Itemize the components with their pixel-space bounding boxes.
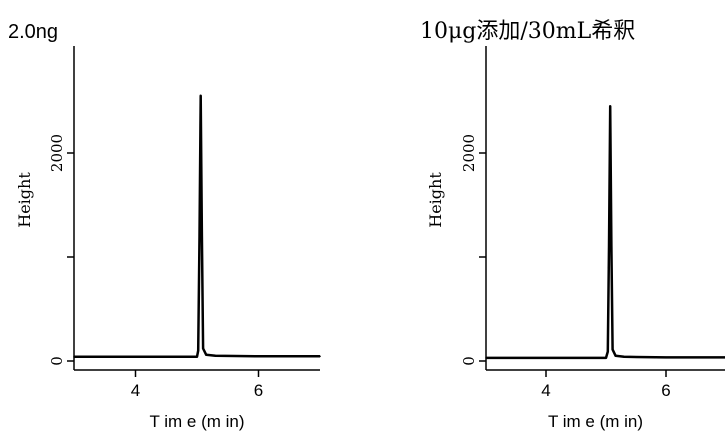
y-tick-label: 0 (460, 356, 478, 366)
data-point (610, 245, 613, 248)
x-axis-label: T im e (m in) (149, 412, 244, 431)
data-point (205, 353, 208, 356)
series-line (486, 104, 725, 360)
data-point (485, 357, 487, 359)
y-tick-label: 0 (48, 356, 66, 366)
data-point (605, 357, 607, 359)
data-point (197, 349, 200, 352)
chart-title: 2.0ng (8, 21, 58, 43)
data-point (198, 235, 201, 237)
data-point (319, 355, 321, 358)
x-axis-label: T im e (m in) (548, 412, 643, 431)
y-tick-label: 2000 (460, 134, 478, 172)
data-point (134, 356, 137, 358)
data-point (196, 356, 198, 358)
y-axis-label: Height (426, 172, 445, 228)
data-point (201, 235, 203, 237)
data-point (199, 95, 202, 97)
x-tick-label: 6 (254, 381, 263, 400)
y-axis-label: Height (15, 172, 34, 228)
data-point (202, 347, 204, 350)
x-tick-label: 6 (661, 381, 670, 400)
chart-panel-right: 10μg添加/30mL希釈 0 2000 4 6 T im e (m in) Height (420, 19, 725, 431)
x-tick-label: 4 (131, 381, 140, 400)
data-point (608, 245, 610, 248)
y-tick-label: 2000 (48, 134, 66, 172)
data-point (257, 355, 260, 358)
data-point (214, 355, 217, 357)
x-tick-label: 4 (541, 381, 550, 400)
chart-panel-left: 2.0ng 0 2000 4 6 T im e (m in) Height (8, 21, 321, 431)
data-point (73, 356, 75, 358)
data-point (611, 348, 614, 351)
data-point (665, 356, 667, 359)
chart-title: 10μg添加/30mL希釈 (420, 19, 635, 44)
data-point (614, 355, 617, 357)
data-point (623, 356, 625, 358)
data-point (609, 105, 611, 107)
series-line (74, 94, 320, 359)
data-point (607, 350, 609, 353)
data-point (545, 357, 547, 359)
